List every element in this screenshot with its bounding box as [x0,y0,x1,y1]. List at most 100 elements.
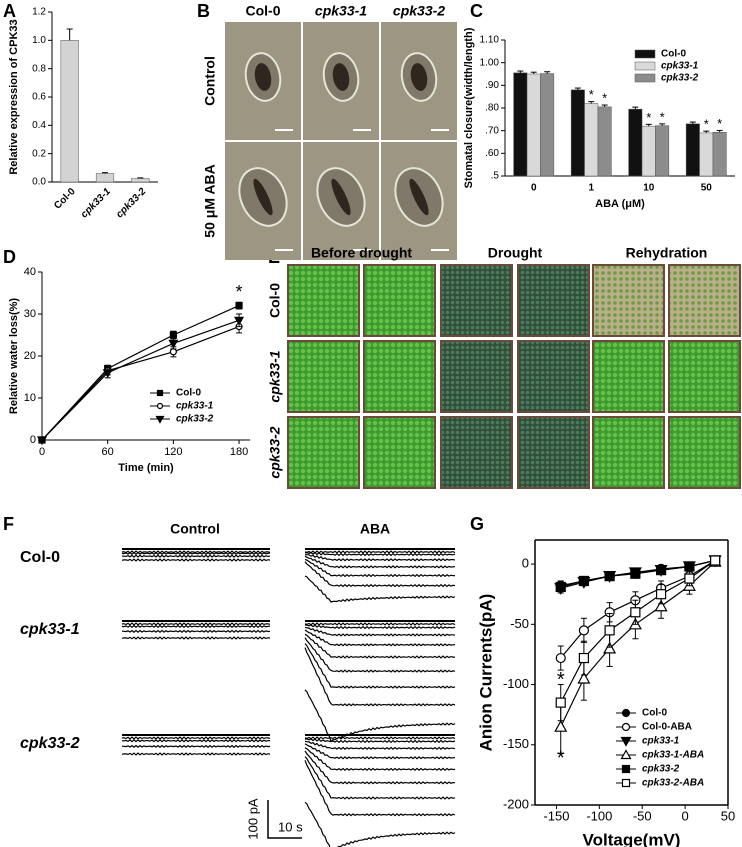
plant-leaves [365,266,434,335]
plant-leaves [289,418,358,487]
marker [621,708,631,718]
y-tick-label: 0.2 [32,148,46,159]
current-trace [121,624,271,629]
marker [169,348,177,356]
row-label: cpk33-1 [267,350,283,402]
marker [604,625,615,636]
plant-leaves [289,342,358,411]
legend-label: Col-0-ABA [642,722,692,733]
current-trace [121,629,271,633]
annotation: * [557,748,565,770]
plant-leaves [670,418,739,487]
y-tick-label: .90 [485,80,499,91]
panel-label: G [470,514,484,534]
stomatal-pore [410,63,428,91]
stomatal-pore [331,178,351,216]
legend-label: cpk33-2-ABA [642,778,704,789]
y-tick-label: 0 [30,434,36,446]
stomatal-pore [254,63,272,91]
panel-label: F [3,514,14,534]
current-trace [305,738,456,744]
x-tick-label: Col-0 [52,186,78,212]
current-trace [304,622,456,626]
current-trace [304,743,456,760]
bar [685,123,700,177]
panel-label: D [3,247,16,267]
y-tick-label: -200 [503,796,529,811]
x-tick-label: 1 [588,183,594,194]
series-line [41,326,240,441]
current-trace [121,636,271,640]
marker [621,778,631,788]
current-trace [122,551,271,556]
marker [630,568,641,579]
y-tick-label: -150 [503,736,529,751]
current-trace [304,750,456,785]
scale-label: 10 s [278,819,303,834]
row-label: cpk33-2 [20,735,80,752]
current-trace [121,622,271,626]
panel-label: B [197,1,210,21]
current-trace [304,740,456,750]
current-trace [121,550,271,554]
legend-label: cpk33-2 [661,73,699,84]
row-label: Col-0 [267,283,283,318]
plant-leaves [594,266,663,335]
marker [603,641,617,654]
x-tick-label: 0 [39,446,45,458]
current-trace [121,744,271,749]
marker [156,389,164,397]
series-line [41,319,240,441]
y-tick-label: 0.0 [32,177,46,188]
plant-leaves [442,342,511,411]
legend-label: cpk33-1-ABA [642,750,704,761]
annotation: * [589,87,594,102]
y-tick-label: .80 [485,103,499,114]
current-trace [304,624,456,630]
y-tick-label: 0 [522,556,529,571]
y-tick-label: .5 [491,171,500,182]
current-trace [304,633,455,659]
column-label: cpk33-1 [315,3,367,19]
row-label: cpk33-2 [267,426,283,478]
current-trace [304,575,456,603]
y-axis-label: Relative water loss(%) [8,298,20,414]
legend-label: Col-0 [176,388,201,399]
legend-label: cpk33-1 [661,61,699,72]
y-axis-label: Stomatal closure(width/length) [463,27,475,188]
y-tick-label: 30 [24,308,36,320]
annotation: * [717,116,722,131]
current-trace [304,558,456,578]
y-tick-label: 0.6 [32,92,46,103]
x-tick-label: 120 [164,446,182,458]
marker [156,402,164,410]
marker [621,764,631,774]
current-trace [304,550,456,554]
plant-leaves [594,342,663,411]
marker [620,749,632,760]
y-tick-label: 40 [24,266,36,278]
y-tick-label: 10 [24,392,36,404]
y-tick-label: 0.8 [32,63,46,74]
x-tick-label: -50 [633,808,652,823]
marker [169,331,177,339]
y-tick-label: .70 [485,125,499,136]
panel-label: A [3,1,16,21]
current-trace [304,643,456,689]
marker [578,625,589,636]
x-tick-label: 0 [681,808,688,823]
bar [526,73,541,177]
y-tick-label: 1.10 [480,35,500,46]
current-trace [304,736,456,740]
marker [235,302,243,310]
x-axis-label: ABA (μM) [595,198,645,210]
marker [710,555,721,566]
bar [699,132,714,177]
stomatal-pore [253,178,273,216]
y-axis-label: Anion Currents(pA) [476,594,495,752]
legend-label: cpk33-2 [176,414,214,425]
legend-label: Col-0 [661,49,686,60]
y-tick-label: 20 [24,350,36,362]
plant-leaves [594,418,663,487]
